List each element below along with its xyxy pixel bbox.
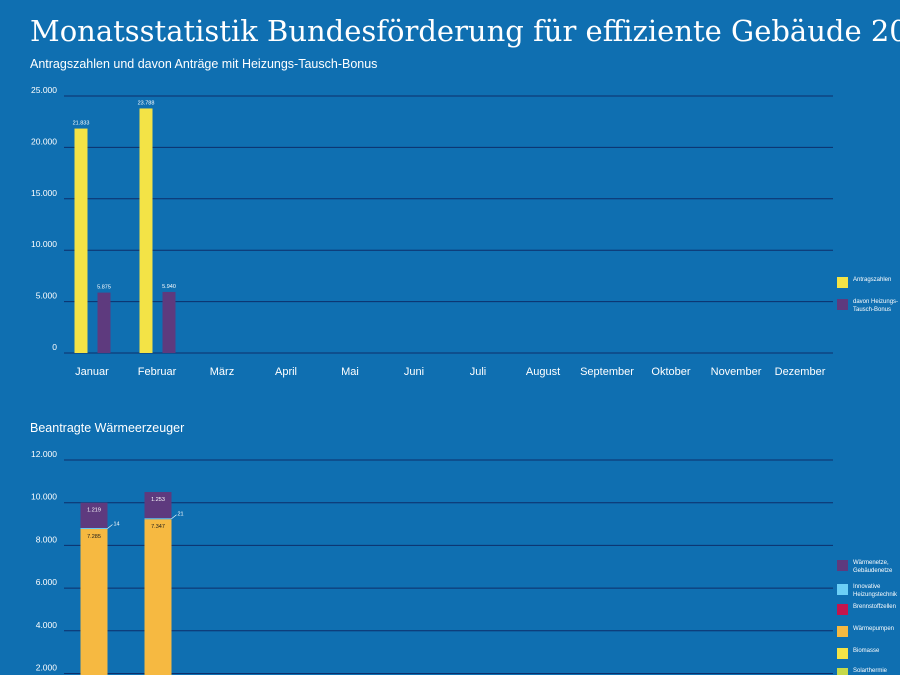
legend-antragszahlen: Antragszahlen davon Heizungs- Tausch-Bonu… [837, 276, 900, 326]
x-tick-label: Dezember [775, 366, 826, 378]
data-label: 21.833 [73, 121, 90, 127]
x-tick-label: November [711, 366, 762, 378]
legend-label: Wärmenetze, Gebäudenetze [853, 560, 893, 574]
bar-waermepumpen-februar [144, 519, 172, 675]
legend-item-biomasse: Biomasse [837, 647, 900, 659]
x-tick-label: Juni [404, 366, 424, 378]
legend-swatch [837, 584, 848, 595]
x-tick-label: Februar [138, 366, 177, 378]
legend-swatch [837, 560, 848, 571]
bar-antragszahlen-januar [74, 128, 88, 353]
y-tick-label: 8.000 [36, 534, 58, 544]
x-tick-label: Oktober [651, 366, 690, 378]
legend-label: Biomasse [853, 648, 880, 654]
y-tick-label: 0 [52, 342, 57, 352]
legend-item-solarthermie: Solarthermie [837, 667, 900, 675]
data-label: 1.219 [87, 508, 101, 514]
x-tick-label: März [210, 366, 234, 378]
chart-subtitle: Antragszahlen und davon Anträge mit Heiz… [30, 57, 378, 71]
chart-antragszahlen: 0 5.000 10.000 15.000 20.000 25.000 Januar Febr… [31, 85, 833, 378]
x-tick-label: September [580, 366, 634, 378]
y-tick-label: 4.000 [36, 620, 58, 630]
data-label: 1.253 [151, 497, 165, 503]
section-title-waermeerzeuger: Beantragte Wärmeerzeuger [30, 421, 185, 435]
bar-davon-heizungs-februar [162, 291, 176, 353]
bar-waermepumpen-januar [80, 529, 108, 675]
data-label: 23.788 [138, 100, 155, 106]
legend-item-davon-heizungs: davon Heizungs- Tausch-Bonus [837, 298, 900, 314]
x-tick-label: Januar [75, 366, 109, 378]
legend-waermeerzeuger: Wärmenetze, Gebäudenetze Innovative Heizu… [837, 559, 900, 675]
data-label: 7.347 [151, 524, 165, 530]
y-tick-label: 12.000 [31, 449, 57, 459]
bar-innovative-heizungstechnik-januar [80, 528, 108, 530]
y-tick-label: 10.000 [31, 239, 57, 249]
legend-item-brennstoffzellen: Brennstoffzellen [837, 603, 900, 615]
leader-line [107, 524, 113, 529]
data-label: 5.875 [97, 285, 111, 291]
legend-item-antragszahlen: Antragszahlen [837, 276, 900, 288]
x-tick-label: April [275, 366, 297, 378]
bar-innovative-heizungstechnik-februar [144, 518, 172, 520]
y-tick-label: 15.000 [31, 188, 57, 198]
legend-label: Antragszahlen [853, 277, 892, 283]
legend-item-innovative: Innovative Heizungstechnik [837, 583, 900, 599]
legend-label: Brennstoffzellen [853, 604, 896, 610]
legend-swatch [837, 604, 848, 615]
legend-label: Solarthermie [853, 668, 888, 674]
bar-davon-heizungs-januar [97, 292, 111, 353]
legend-label: davon Heizungs- Tausch-Bonus [853, 299, 899, 313]
y-tick-label: 6.000 [36, 577, 58, 587]
bar-waermenetze-januar [80, 502, 108, 529]
legend-swatch [837, 626, 848, 637]
legend-item-wärmepumpen: Wärmepumpen [837, 625, 900, 637]
legend-label: Wärmepumpen [853, 626, 895, 632]
y-tick-label: 20.000 [31, 136, 57, 146]
y-tick-label: 2.000 [36, 663, 58, 673]
legend-label: Innovative Heizungstechnik [853, 584, 898, 598]
chart-title: Monatsstatistik Bundesförderung für effi… [30, 14, 900, 48]
bar-antragszahlen-februar [139, 108, 153, 354]
legend-swatch [837, 648, 848, 659]
bar-waermenetze-februar [144, 492, 172, 519]
y-tick-label: 5.000 [36, 291, 58, 301]
legend-item-wärmenetze: Wärmenetze, Gebäudenetze [837, 559, 900, 575]
x-tick-label: August [526, 366, 560, 378]
y-tick-label: 25.000 [31, 85, 57, 95]
x-tick-label: Juli [470, 366, 487, 378]
legend-swatch [837, 668, 848, 675]
legend-swatch [837, 299, 848, 310]
y-tick-label: 10.000 [31, 492, 57, 502]
data-label: 7.285 [87, 534, 101, 540]
leader-line [171, 514, 177, 519]
legend-swatch [837, 277, 848, 288]
data-label: 5.940 [162, 284, 176, 290]
x-tick-label: Mai [341, 366, 359, 378]
data-label: 14 [114, 522, 120, 528]
data-label: 21 [178, 512, 184, 518]
